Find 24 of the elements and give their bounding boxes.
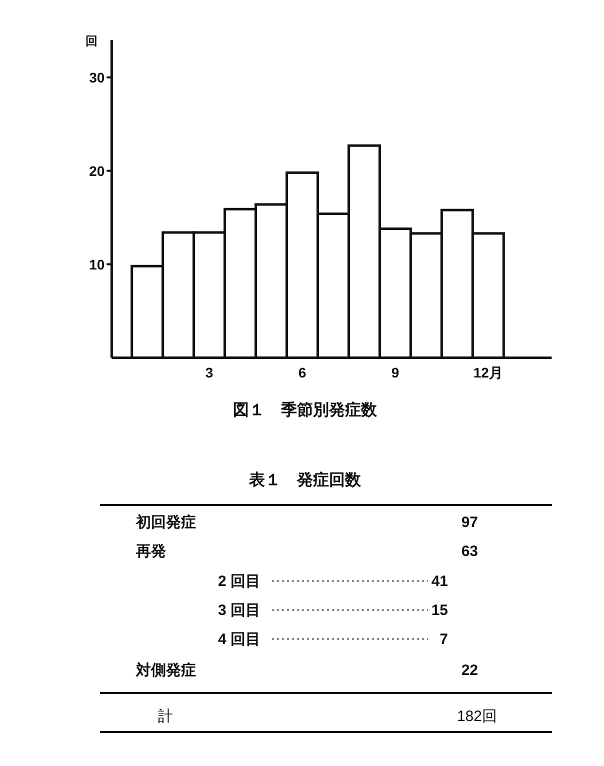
category-label: 対側発症 xyxy=(135,661,196,679)
category-label: 2 回目 xyxy=(218,573,261,590)
y-axis-title: 回 xyxy=(86,34,98,48)
text: 97 xyxy=(461,514,478,531)
y-tick-label: 30 xyxy=(89,69,105,86)
text: 182回 xyxy=(456,708,497,725)
text: 表１ 発症回数 xyxy=(248,471,362,489)
y-tick-label: 20 xyxy=(89,162,105,179)
category-label: 4 回目 xyxy=(218,631,261,648)
category-label: 3 回目 xyxy=(218,602,261,619)
y-tick-label: 10 xyxy=(89,256,105,272)
text: 15 xyxy=(431,602,448,619)
text: 63 xyxy=(461,543,478,560)
x-tick-label: 9 xyxy=(391,364,400,381)
text: 41 xyxy=(431,573,448,590)
x-tick-label: 3 xyxy=(205,364,214,381)
text: 22 xyxy=(461,662,478,679)
category-label: 再発 xyxy=(135,543,166,560)
text: 図１ 季節別発症数 xyxy=(233,401,378,419)
category-label: 計 xyxy=(158,708,173,725)
category-label: 初回発症 xyxy=(135,513,196,531)
x-tick-label: 6 xyxy=(298,364,306,381)
text: 7 xyxy=(440,631,448,648)
x-tick-label: 12月 xyxy=(473,364,503,381)
